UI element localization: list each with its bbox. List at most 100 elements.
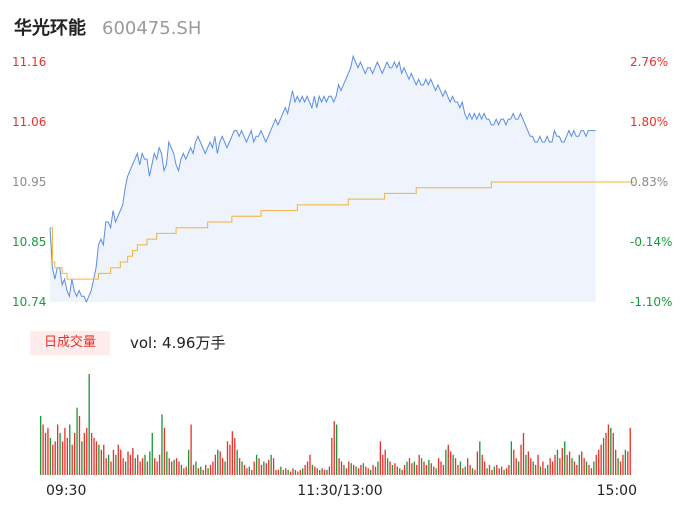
volume-bar <box>612 432 614 475</box>
stock-header: 华光环能 600475.SH <box>14 14 201 40</box>
volume-bar <box>539 466 542 475</box>
stock-code: 600475.SH <box>102 18 202 39</box>
volume-bar <box>54 441 56 475</box>
volume-bar <box>391 464 394 475</box>
volume-bar <box>401 469 403 475</box>
volume-bar <box>178 461 180 475</box>
price-area-fill <box>50 56 596 302</box>
volume-bar <box>542 461 544 475</box>
volume-bar <box>173 459 175 475</box>
volume-bar <box>403 464 406 475</box>
volume-bar <box>476 451 479 475</box>
volume-bar <box>551 461 554 475</box>
volume-bar <box>352 464 355 475</box>
volume-bar <box>42 424 44 475</box>
volume-bar <box>615 449 617 475</box>
volume-bar <box>527 451 529 475</box>
volume-bar <box>71 444 73 475</box>
volume-bar <box>316 468 318 475</box>
volume-bar <box>221 458 224 475</box>
volume-bar <box>260 464 263 475</box>
volume-bar <box>214 454 217 475</box>
volume-bar <box>418 454 420 475</box>
volume-bar <box>314 466 316 475</box>
volume-bar <box>365 466 367 475</box>
volume-bar <box>321 468 323 475</box>
volume-bar <box>122 458 124 475</box>
volume-bar <box>309 454 311 475</box>
volume-bar <box>500 466 503 475</box>
volume-bar <box>88 374 90 475</box>
volume-bar <box>336 424 338 475</box>
volume-bar <box>350 463 352 475</box>
volume-bar <box>277 469 280 475</box>
volume-bar <box>47 427 49 475</box>
volume-bar <box>265 463 267 475</box>
volume-bar <box>200 466 202 475</box>
volume-bar <box>428 459 430 475</box>
volume-bar <box>98 444 100 475</box>
volume-bar <box>40 416 42 475</box>
volume-bar <box>285 468 287 475</box>
volume-bar <box>481 454 483 475</box>
volume-bar <box>488 464 491 475</box>
volume-bar <box>56 424 59 475</box>
volume-bar <box>66 437 69 475</box>
volume-bar <box>275 469 277 475</box>
volume-bar <box>197 468 200 475</box>
volume-bar <box>515 458 517 475</box>
volume-bar <box>622 454 624 475</box>
volume-bar <box>93 437 95 475</box>
volume-bar <box>602 437 605 475</box>
volume-bar <box>100 449 102 475</box>
volume-badge[interactable]: 日成交量 <box>30 331 110 355</box>
average-price-line <box>50 181 635 280</box>
volume-bar <box>474 469 476 475</box>
time-tick-label: 09:30 <box>46 483 86 499</box>
volume-bar <box>139 461 141 475</box>
volume-bar <box>52 444 54 475</box>
volume-bar <box>600 444 602 475</box>
volume-bar <box>171 461 173 475</box>
volume-bar <box>454 458 457 475</box>
volume-bar <box>345 468 348 475</box>
volume-bar <box>161 414 163 475</box>
volume-bar <box>367 468 369 475</box>
volume-bar <box>585 461 588 475</box>
volume-bar <box>226 441 229 475</box>
volume-bar <box>348 461 350 475</box>
volume-bar <box>566 454 568 475</box>
volume-bar <box>192 464 195 475</box>
volume-bar <box>573 461 576 475</box>
volume-bar <box>355 466 357 475</box>
volume-bar <box>549 458 551 475</box>
volume-bar <box>292 468 294 475</box>
volume-bar <box>433 466 435 475</box>
volume-bar <box>124 461 127 475</box>
volume-bar <box>498 468 500 475</box>
volume-bar <box>513 449 515 475</box>
volume-bar <box>86 427 88 475</box>
volume-bar <box>117 444 119 475</box>
volume-bar <box>384 449 386 475</box>
percent-tick-label: 1.80% <box>630 115 668 129</box>
volume-bar <box>576 464 578 475</box>
volume-bar <box>430 463 432 475</box>
price-tick-label: 11.16 <box>12 55 46 69</box>
percent-tick-label: 0.83% <box>630 175 668 189</box>
volume-bar <box>598 449 600 475</box>
volume-bar <box>610 427 612 475</box>
stock-name: 华光环能 <box>14 18 86 39</box>
volume-bar <box>120 449 122 475</box>
volume-bar <box>394 463 396 475</box>
volume-bar <box>469 464 471 475</box>
volume-bar <box>389 461 391 475</box>
volume-bar <box>304 464 306 475</box>
volume-bar <box>374 466 377 475</box>
volume-bar <box>185 466 187 475</box>
volume-bar <box>217 449 219 475</box>
volume-bar <box>532 461 534 475</box>
volume-bar <box>258 458 260 475</box>
volume-bar <box>73 432 76 475</box>
